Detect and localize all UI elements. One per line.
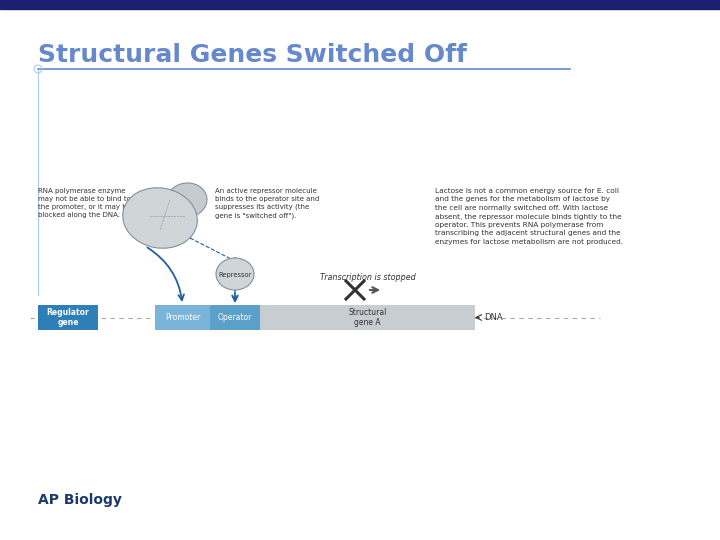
Ellipse shape bbox=[122, 188, 197, 248]
Text: Structural Genes Switched Off: Structural Genes Switched Off bbox=[38, 43, 467, 67]
Text: DNA: DNA bbox=[484, 313, 503, 322]
FancyBboxPatch shape bbox=[38, 305, 98, 330]
Text: RNA polymerase enzyme
may not be able to bind to
the promoter, or it may be
bloc: RNA polymerase enzyme may not be able to… bbox=[38, 188, 131, 218]
Text: Transcription is stopped: Transcription is stopped bbox=[320, 273, 415, 282]
Text: Lactose is not a common energy source for E. coli
and the genes for the metaboli: Lactose is not a common energy source fo… bbox=[435, 188, 623, 245]
FancyBboxPatch shape bbox=[210, 305, 260, 330]
Text: An active repressor molecule
binds to the operator site and
suppresses its activ: An active repressor molecule binds to th… bbox=[215, 188, 319, 219]
Ellipse shape bbox=[216, 258, 254, 290]
Text: Promoter: Promoter bbox=[165, 313, 200, 322]
FancyBboxPatch shape bbox=[260, 305, 475, 330]
Text: Regulator
gene: Regulator gene bbox=[47, 308, 89, 327]
FancyBboxPatch shape bbox=[155, 305, 210, 330]
Bar bbox=[0, 0, 720, 9]
Text: Repressor: Repressor bbox=[218, 272, 252, 278]
Text: AP Biology: AP Biology bbox=[38, 493, 122, 507]
Ellipse shape bbox=[167, 183, 207, 217]
Text: Structural
gene A: Structural gene A bbox=[348, 308, 387, 327]
Text: Operator: Operator bbox=[218, 313, 252, 322]
